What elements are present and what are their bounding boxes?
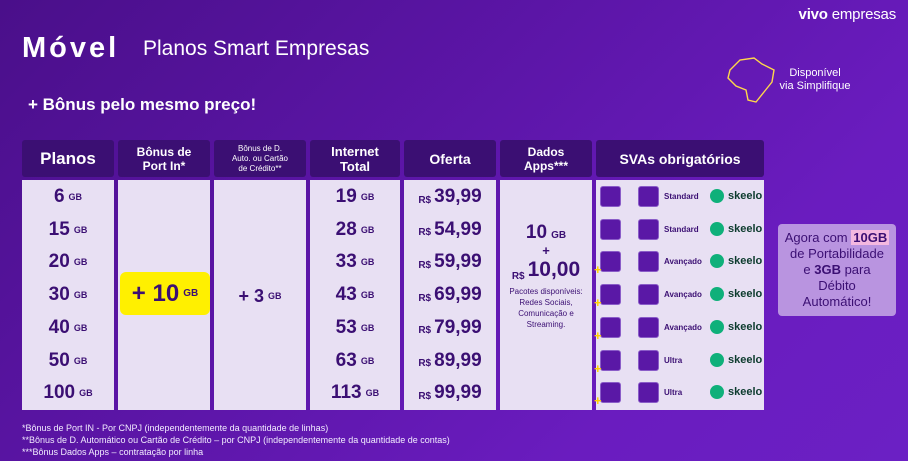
sva-tier-label: Avançado [664, 290, 702, 300]
sva-tier-label: Ultra [664, 388, 683, 398]
header-bonus-d: Bônus de D. Auto. ou Cartão de Crédito** [214, 140, 306, 177]
internet-value: 63 GB [335, 349, 375, 371]
skeelo-logo: skeelo [710, 221, 762, 236]
sva-tier-icon [638, 382, 659, 404]
sva-plus-icon: + [594, 327, 602, 343]
sva-app-icon [600, 186, 621, 207]
skeelo-logo: skeelo [710, 254, 762, 269]
sva-app-icon [600, 251, 621, 273]
plano-value: 40 GB [48, 316, 88, 338]
footnote-2: **Bônus de D. Automático ou Cartão de Cr… [22, 435, 450, 445]
header-svas: SVAs obrigatórios [596, 140, 764, 177]
header-dados: Dados Apps*** [500, 140, 592, 177]
internet-value: 43 GB [335, 284, 375, 306]
dados-apps: 10 GB + R$ 10,00 Pacotes disponíveis: Redes… [509, 222, 583, 329]
sva-tier-icon [638, 218, 659, 240]
skeelo-logo: skeelo [710, 319, 762, 334]
sva-tier-icon [638, 284, 659, 306]
col-bonus-d [214, 180, 306, 410]
sva-plus-icon: + [594, 360, 602, 376]
sva-plus-icon: + [594, 295, 602, 311]
internet-value: 28 GB [335, 218, 375, 240]
footnote-1: *Bônus de Port IN - Por CNPJ (independen… [22, 423, 329, 433]
sva-tier-label: Standard [664, 224, 699, 234]
sva-tier-icon [638, 251, 659, 273]
sva-plus-icon: + [594, 393, 602, 409]
plano-value: 20 GB [48, 251, 88, 273]
sva-app-icon [600, 382, 621, 404]
header-bonus-port: Bônus de Port In* [118, 140, 210, 177]
skeelo-logo: skeelo [710, 352, 762, 367]
plano-value: 50 GB [48, 349, 88, 371]
sva-app-icon [600, 218, 621, 240]
internet-value: 19 GB [335, 186, 375, 207]
brand-logo: vivo empresas [798, 6, 897, 23]
plano-value: 6 GB [53, 186, 83, 207]
skeelo-logo: skeelo [710, 385, 762, 400]
sva-app-icon [600, 284, 621, 306]
internet-value: 33 GB [335, 251, 375, 273]
port-bonus-highlight: + 10 GB [120, 272, 210, 315]
plano-value: 15 GB [48, 218, 88, 240]
oferta-value: R$ 39,99 [418, 186, 482, 207]
sva-tier-label: Ultra [664, 355, 683, 365]
bonus-headline: + Bônus pelo mesmo preço! [28, 95, 257, 114]
col-dados [500, 180, 592, 410]
header-oferta: Oferta [404, 140, 496, 177]
sva-tier-icon [638, 349, 659, 371]
internet-value: 53 GB [335, 316, 375, 338]
sva-tier-label: Avançado [664, 322, 702, 332]
skeelo-logo: skeelo [710, 287, 762, 302]
page-title: Móvel [22, 32, 120, 64]
oferta-value: R$ 99,99 [418, 382, 482, 404]
sva-tier-icon [638, 186, 659, 207]
sva-tier-label: Avançado [664, 257, 702, 267]
availability-note: Disponível via Simplifique [779, 67, 851, 92]
internet-value: 113 GB [330, 382, 380, 404]
col-svas [596, 180, 764, 410]
col-internet [310, 180, 400, 410]
oferta-value: R$ 54,99 [418, 218, 482, 240]
oferta-value: R$ 59,99 [418, 251, 482, 273]
d-bonus-value: + 3 GB [238, 285, 282, 306]
oferta-value: R$ 89,99 [418, 349, 482, 371]
oferta-value: R$ 69,99 [418, 284, 482, 306]
page-subtitle: Planos Smart Empresas [143, 37, 370, 60]
footnote-3: ***Bônus Dados Apps – contratação por li… [22, 447, 204, 457]
sva-app-icon [600, 349, 621, 371]
sva-app-icon [600, 316, 621, 338]
sva-tier-label: Standard [664, 192, 699, 201]
brazil-map-icon [727, 57, 775, 103]
oferta-value: R$ 79,99 [418, 316, 482, 338]
col-oferta [404, 180, 496, 410]
portability-promo: Agora com 10GB de Portabilidade e 3GB pa… [778, 224, 896, 316]
header-internet: Internet Total [310, 140, 400, 177]
sva-plus-icon: + [594, 262, 602, 278]
sva-tier-icon [638, 316, 659, 338]
plano-value: 30 GB [48, 284, 88, 306]
col-planos [22, 180, 114, 410]
header-planos: Planos [22, 140, 114, 177]
plano-value: 100 GB [43, 382, 93, 404]
skeelo-logo: skeelo [710, 189, 762, 203]
